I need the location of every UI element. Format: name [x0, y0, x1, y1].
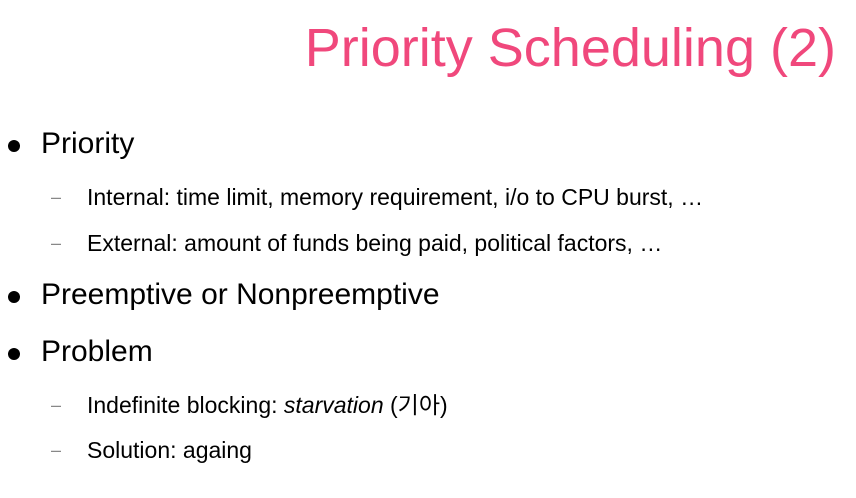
subitem-label: Solution: againg — [87, 437, 252, 463]
subitem-label: Internal: time limit, memory requirement… — [87, 184, 704, 210]
dash-icon: – — [51, 395, 62, 415]
dash-icon: – — [51, 187, 62, 207]
subitem-indefinite-blocking: – Indefinite blocking: starvation (기아) — [0, 390, 856, 422]
subitem-solution: – Solution: againg — [0, 435, 856, 467]
bullet-label: Preemptive or Nonpreemptive — [41, 278, 440, 311]
subitem-external: – External: amount of funds being paid, … — [0, 228, 856, 260]
bullet-dot-icon — [8, 291, 20, 303]
dash-icon: – — [51, 233, 62, 253]
subitem-internal: – Internal: time limit, memory requireme… — [0, 182, 856, 214]
bullet-priority: Priority — [0, 126, 856, 166]
bullet-preemptive: Preemptive or Nonpreemptive — [0, 277, 856, 317]
bullet-dot-icon — [8, 348, 20, 360]
bullet-label: Problem — [41, 335, 153, 368]
subitem-label: External: amount of funds being paid, po… — [87, 230, 663, 256]
subitem-label: Indefinite blocking: starvation (기아) — [87, 390, 448, 420]
bullet-label: Priority — [41, 127, 135, 160]
bullet-dot-icon — [8, 140, 20, 152]
dash-icon: – — [51, 440, 62, 460]
starvation-term: starvation — [283, 392, 384, 418]
subitem-suffix: (기아) — [383, 392, 448, 418]
slide-title: Priority Scheduling (2) — [304, 18, 836, 78]
subitem-prefix: Indefinite blocking: — [87, 392, 284, 418]
bullet-problem: Problem — [0, 334, 856, 374]
